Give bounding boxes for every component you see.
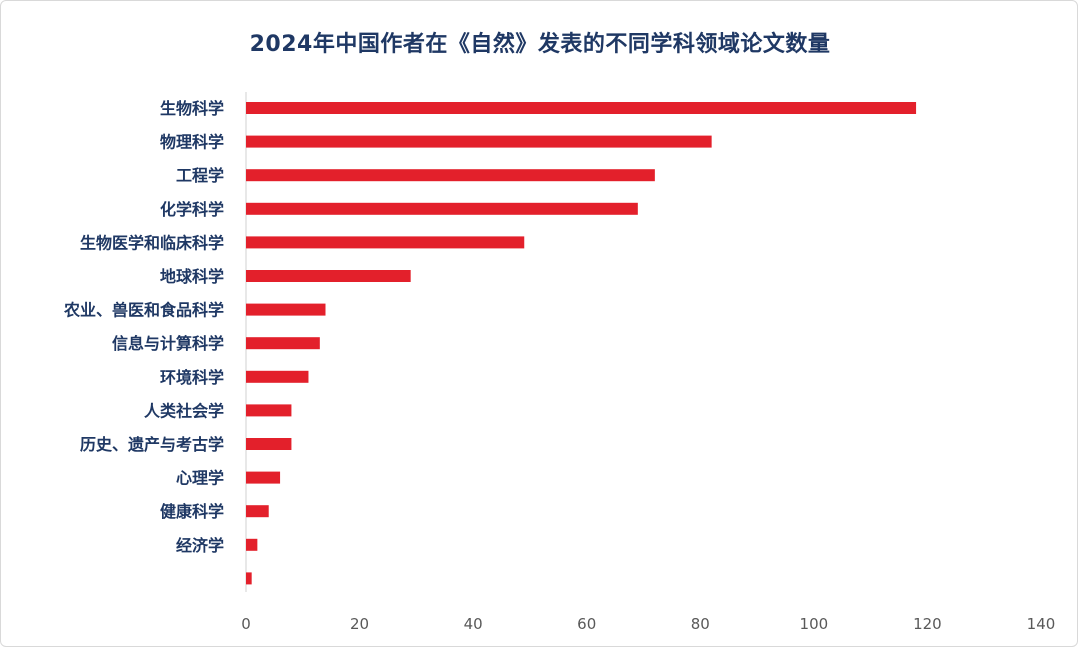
category-label-3: 化学科学 — [160, 200, 224, 219]
bar-8 — [246, 370, 309, 383]
chart-title: 2024年中国作者在《自然》发表的不同学科领域论文数量 — [249, 32, 831, 57]
bar-11 — [246, 471, 281, 484]
bar-12 — [246, 505, 269, 518]
category-label-6: 农业、兽医和食品科学 — [63, 301, 224, 320]
bar-7 — [246, 337, 320, 350]
x-tick-label-1: 20 — [350, 615, 369, 633]
category-label-5: 地球科学 — [160, 267, 224, 286]
category-label-8: 环境科学 — [160, 368, 224, 387]
category-label-7: 信息与计算科学 — [112, 334, 224, 353]
bar-4 — [246, 236, 525, 249]
x-tick-label-3: 60 — [577, 615, 596, 633]
bar-5 — [246, 270, 411, 282]
bar-14 — [246, 572, 252, 585]
bar-1 — [246, 135, 712, 148]
x-tick-label-6: 120 — [913, 615, 942, 633]
x-tick-label-2: 40 — [464, 615, 483, 633]
x-tick-label-4: 80 — [691, 615, 710, 633]
bar-9 — [246, 404, 292, 417]
bar-0 — [246, 102, 917, 114]
x-tick-labels-group: 0 20 40 60 80 100 120 140 — [241, 615, 1055, 633]
category-label-9: 人类社会学 — [144, 401, 224, 420]
category-label-1: 物理科学 — [160, 133, 224, 152]
bar-13 — [246, 538, 258, 551]
category-label-2: 工程学 — [176, 166, 224, 185]
category-label-0: 生物科学 — [160, 99, 224, 118]
bar-10 — [246, 438, 292, 450]
category-labels-group: 生物科学物理科学工程学化学科学生物医学和临床科学地球科学农业、兽医和食品科学信息… — [63, 99, 224, 555]
category-label-11: 心理学 — [176, 469, 224, 488]
category-label-12: 健康科学 — [160, 502, 224, 521]
x-tick-label-5: 100 — [800, 615, 829, 633]
category-label-13: 经济学 — [176, 536, 224, 555]
bar-2 — [246, 169, 655, 182]
category-label-4: 生物医学和临床科学 — [80, 233, 224, 252]
x-tick-label-0: 0 — [241, 615, 251, 633]
bars-group — [246, 102, 917, 585]
bar-6 — [246, 303, 326, 316]
x-tick-label-7: 140 — [1027, 615, 1056, 633]
bar-3 — [246, 202, 638, 215]
category-label-10: 历史、遗产与考古学 — [80, 435, 224, 454]
